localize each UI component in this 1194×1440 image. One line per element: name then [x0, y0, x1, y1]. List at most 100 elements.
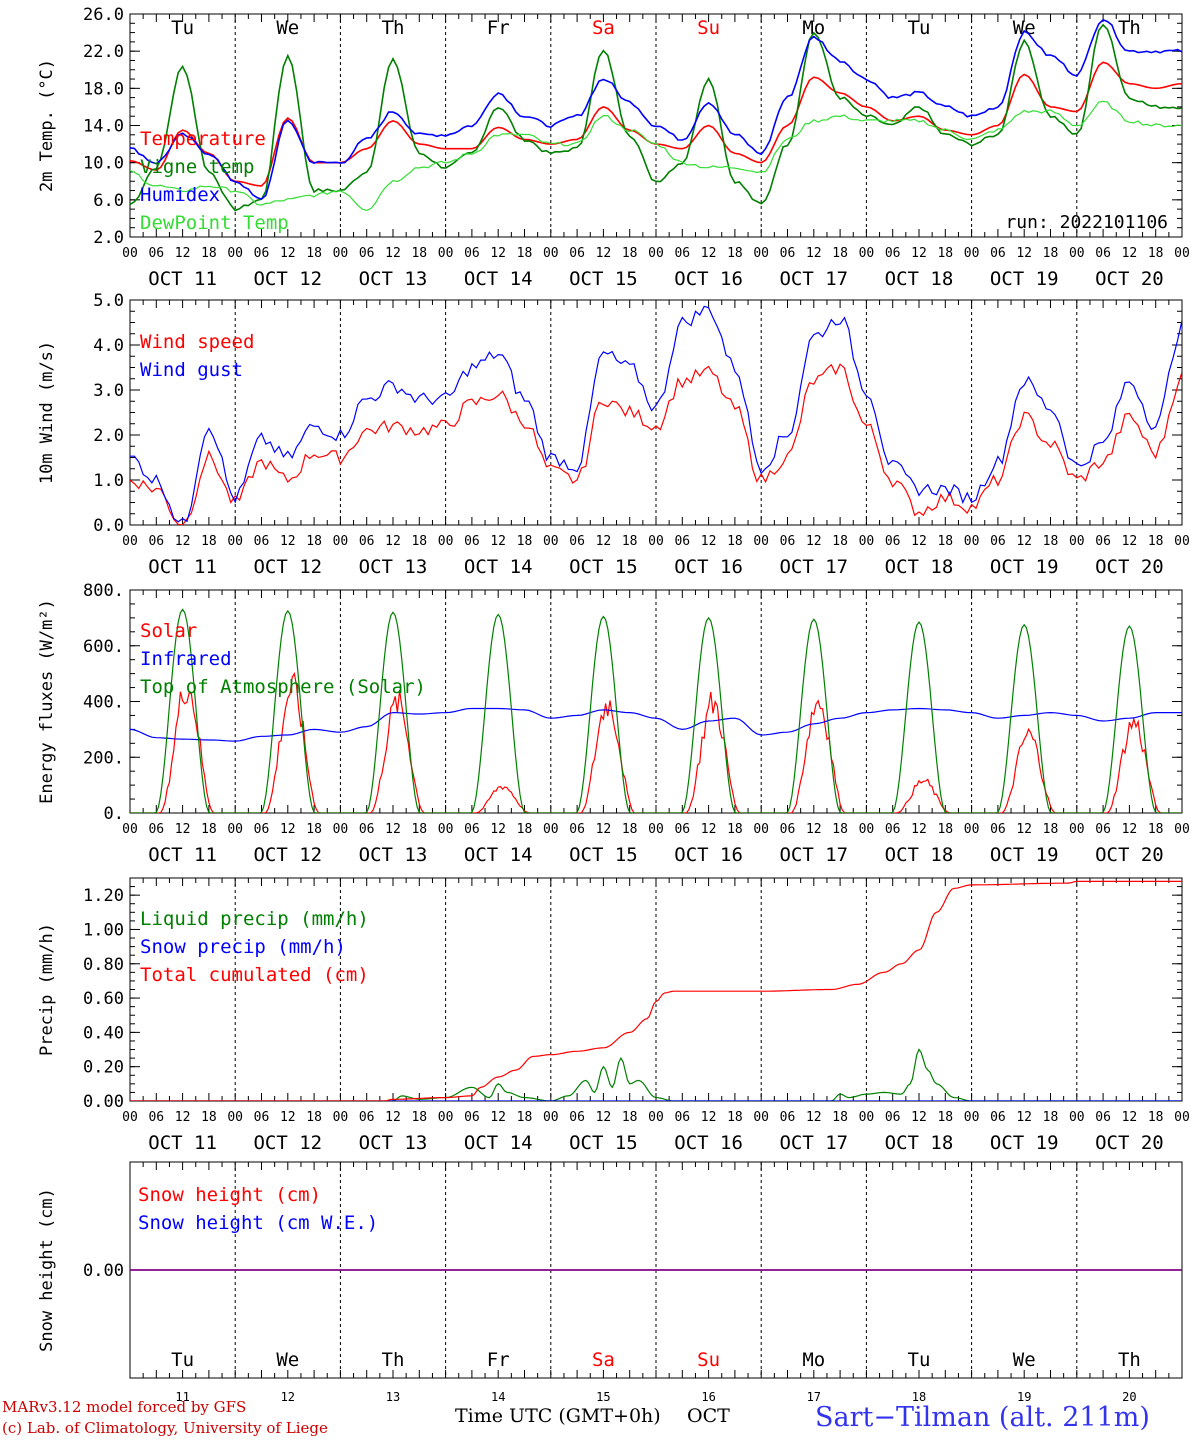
y-tick-label: 200.	[83, 748, 124, 768]
hour-tick-label: 00	[227, 246, 243, 261]
y-axis-title: 10m Wind (m/s)	[37, 341, 57, 484]
weekday-label: Th	[1118, 1349, 1141, 1371]
panel-snow: 0.00 Snow height (cm) Tu 11 We 12 Th 13 Fr 14 Sa 15…	[37, 1161, 1183, 1404]
hour-tick-label: 18	[832, 822, 848, 837]
legend-entry: Liquid precip (mm/h)	[140, 908, 369, 930]
hour-tick-label: 06	[674, 822, 690, 837]
hour-tick-label: 00	[648, 822, 664, 837]
hour-tick-label: 12	[596, 534, 612, 549]
day-label: OCT 12	[253, 1132, 322, 1154]
hour-tick-label: 12	[490, 1110, 506, 1125]
plot-frame	[129, 13, 1183, 238]
day-number-label: 12	[281, 1390, 295, 1404]
y-tick-label: 400.	[83, 693, 124, 713]
day-label: OCT 14	[464, 556, 533, 578]
hour-tick-label: 06	[254, 822, 270, 837]
hour-tick-label: 00	[1174, 1110, 1190, 1125]
hour-tick-label: 00	[964, 534, 980, 549]
hour-tick-label: 18	[517, 534, 533, 549]
hour-tick-label: 18	[306, 534, 322, 549]
hour-tick-label: 12	[175, 822, 191, 837]
y-tick-label: 0.00	[83, 1261, 124, 1281]
day-label: OCT 11	[148, 844, 217, 866]
y-tick-label: 0.40	[83, 1023, 124, 1043]
hour-tick-label: 18	[306, 1110, 322, 1125]
hour-tick-label: 06	[885, 246, 901, 261]
hour-tick-label: 06	[464, 1110, 480, 1125]
hour-tick-label: 00	[122, 822, 138, 837]
weekday-label: Sa	[592, 17, 615, 39]
day-label: OCT 13	[359, 844, 428, 866]
hour-tick-label: 12	[701, 1110, 717, 1125]
day-number-label: 18	[912, 1390, 926, 1404]
day-label: OCT 15	[569, 1132, 638, 1154]
panel-precip: 0.00 0.20 0.40 0.60 0.80 1.00 1.20 Precip (mm/h…	[37, 877, 1190, 1154]
hour-tick-label: 12	[911, 822, 927, 837]
hour-tick-label: 12	[1016, 1110, 1032, 1125]
weekday-label: Mo	[802, 17, 825, 39]
hour-tick-label: 12	[280, 822, 296, 837]
hour-tick-label: 12	[806, 1110, 822, 1125]
hour-tick-label: 12	[175, 246, 191, 261]
hour-tick-label: 12	[701, 534, 717, 549]
weekday-label: Mo	[802, 1349, 825, 1371]
hour-tick-label: 06	[464, 246, 480, 261]
hour-tick-label: 18	[727, 1110, 743, 1125]
lab-credit: (c) Lab. of Climatology, University of L…	[2, 1419, 328, 1437]
hour-tick-label: 12	[175, 1110, 191, 1125]
hour-tick-label: 06	[569, 1110, 585, 1125]
hour-tick-label: 18	[411, 822, 427, 837]
day-label: OCT 15	[569, 844, 638, 866]
day-number-label: 17	[807, 1390, 821, 1404]
weekday-label: We	[1013, 1349, 1036, 1371]
hour-tick-label: 18	[411, 534, 427, 549]
y-tick-label: 6.0	[93, 191, 124, 211]
hour-tick-label: 06	[254, 246, 270, 261]
day-label: OCT 12	[253, 268, 322, 290]
day-label: OCT 17	[779, 844, 848, 866]
weekday-label: Fr	[487, 1349, 510, 1371]
hour-tick-label: 12	[1122, 534, 1138, 549]
hour-tick-label: 06	[464, 822, 480, 837]
run-label: run: 2022101106	[1005, 212, 1168, 233]
day-number-label: 16	[701, 1390, 715, 1404]
y-axis-title: Precip (mm/h)	[37, 923, 57, 1056]
hour-tick-label: 12	[806, 246, 822, 261]
weekday-label: Th	[382, 1349, 405, 1371]
day-label: OCT 18	[885, 1132, 954, 1154]
y-tick-label: 0.60	[83, 989, 124, 1009]
hour-tick-label: 12	[911, 246, 927, 261]
hour-tick-label: 12	[280, 1110, 296, 1125]
series-line-dewpoint-temp	[130, 100, 1182, 212]
hour-tick-label: 00	[964, 822, 980, 837]
hour-tick-label: 18	[937, 1110, 953, 1125]
y-axis-title: 2m Temp. (°C)	[37, 59, 57, 192]
hour-tick-label: 18	[411, 1110, 427, 1125]
hour-tick-label: 18	[1148, 822, 1164, 837]
y-tick-label: 1.0	[93, 471, 124, 491]
legend-entry: Snow precip (mm/h)	[140, 936, 346, 958]
hour-tick-label: 12	[1016, 534, 1032, 549]
hour-tick-label: 00	[648, 1110, 664, 1125]
hour-tick-label: 12	[385, 822, 401, 837]
hour-tick-label: 00	[964, 246, 980, 261]
day-label: OCT 11	[148, 1132, 217, 1154]
day-label: OCT 15	[569, 556, 638, 578]
day-label: OCT 16	[674, 844, 743, 866]
hour-tick-label: 12	[385, 1110, 401, 1125]
hour-tick-label: 12	[806, 534, 822, 549]
hour-tick-label: 00	[543, 822, 559, 837]
day-label: OCT 18	[885, 268, 954, 290]
hour-tick-label: 18	[1148, 246, 1164, 261]
model-credit: MARv3.12 model forced by GFS	[2, 1398, 247, 1416]
hour-tick-label: 06	[1095, 246, 1111, 261]
day-label: OCT 20	[1095, 1132, 1164, 1154]
hour-tick-label: 00	[648, 246, 664, 261]
hour-tick-label: 00	[753, 822, 769, 837]
y-tick-label: 0.	[104, 804, 124, 824]
hour-tick-label: 12	[385, 534, 401, 549]
hour-tick-label: 06	[359, 1110, 375, 1125]
hour-tick-label: 00	[122, 534, 138, 549]
y-tick-label: 2.0	[93, 228, 124, 248]
y-tick-label: 0.00	[83, 1092, 124, 1112]
